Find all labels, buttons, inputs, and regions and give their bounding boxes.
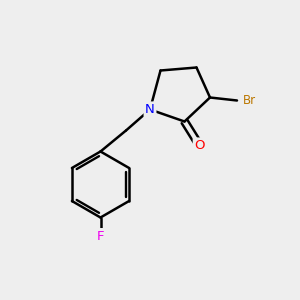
Text: Br: Br — [242, 94, 256, 107]
Text: N: N — [145, 103, 155, 116]
Text: O: O — [194, 139, 205, 152]
Text: F: F — [97, 230, 104, 243]
